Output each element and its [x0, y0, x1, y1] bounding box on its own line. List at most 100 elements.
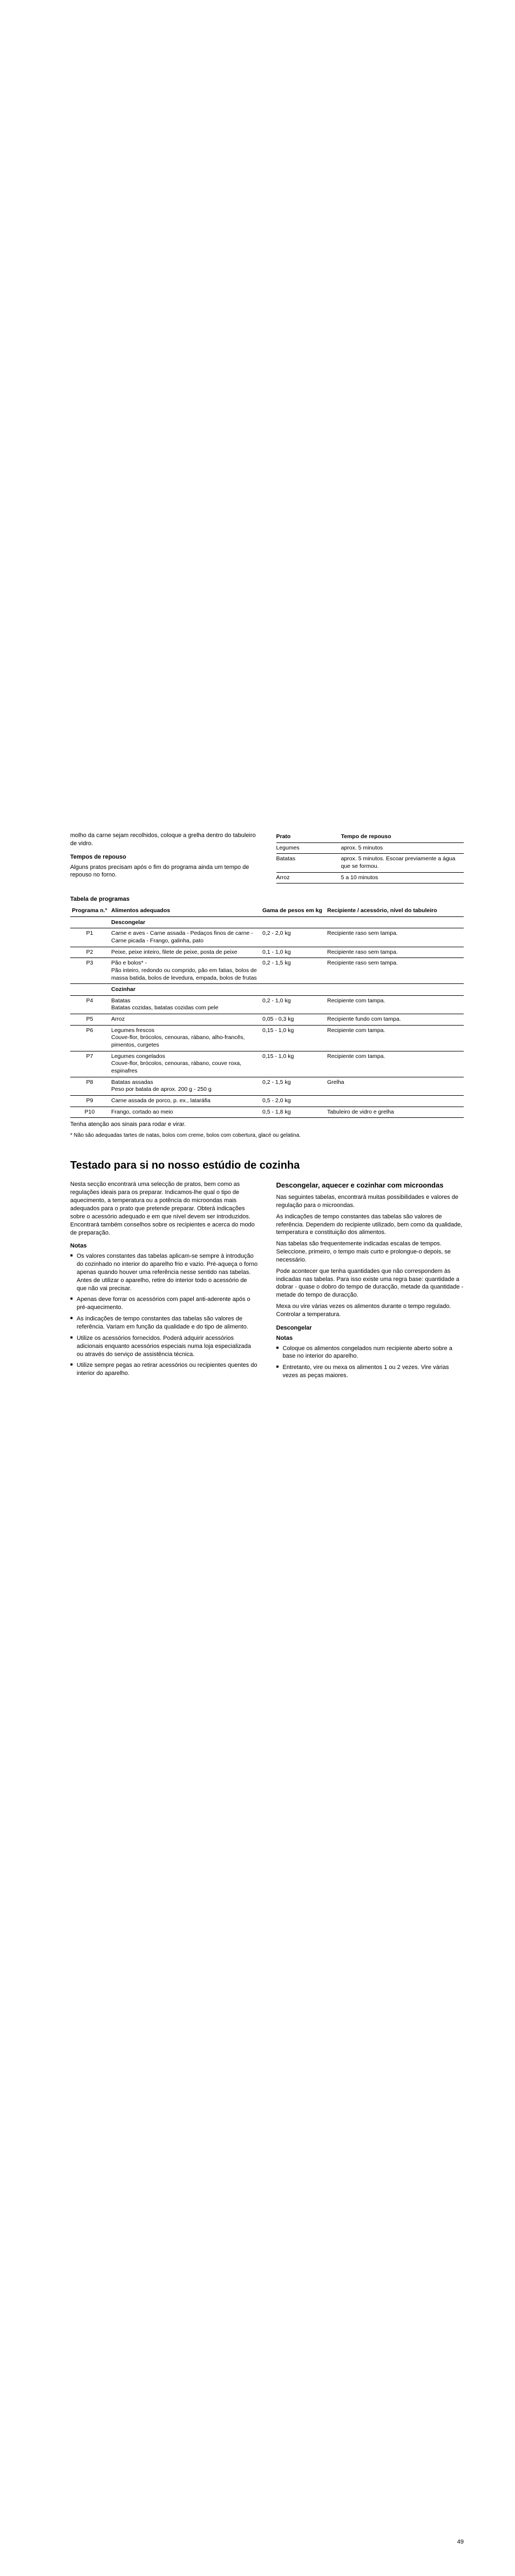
prog-h-weight: Gama de pesos em kg — [262, 906, 327, 916]
prog-h-rec: Recipiente / acessório, nível do tabulei… — [327, 906, 464, 916]
prog-cell: P5 — [70, 1014, 111, 1026]
atencao-text: Tenha atenção aos sinais para rodar e vi… — [70, 1121, 464, 1129]
section-descongelar: Descongelar — [111, 916, 464, 928]
list-item: Entretanto, vire ou mexa os alimentos 1 … — [276, 1364, 464, 1380]
table-row: P10 Frango, cortado ao meio 0,5 - 1,8 kg… — [70, 1107, 464, 1118]
prog-cell: P6 — [70, 1025, 111, 1051]
table-row: P4 Batatas Batatas cozidas, batatas cozi… — [70, 995, 464, 1014]
list-item: As indicações de tempo constantes das ta… — [70, 1315, 258, 1331]
studio-heading: Testado para si no nosso estúdio de cozi… — [70, 1158, 464, 1173]
prog-cell: Carne assada de porco, p. ex., lataráfia — [111, 1095, 262, 1107]
prog-cell: Grelha — [327, 1077, 464, 1095]
descongelar-notas-heading: Notas — [276, 1334, 464, 1343]
prog-cell: Recipiente com tampa. — [327, 995, 464, 1014]
footnote: * Não são adequadas tartes de natas, bol… — [70, 1132, 464, 1139]
rest-cell: Legumes — [276, 842, 341, 854]
tempos-repouso-text: Alguns pratos precisam após o fim do pro… — [70, 864, 258, 880]
prog-cell: Batatas Batatas cozidas, batatas cozidas… — [111, 995, 262, 1014]
rest-table-h1: Prato — [276, 832, 341, 842]
section-row: Descongelar — [70, 916, 464, 928]
prog-h-prog: Programa n.° — [70, 906, 111, 916]
notas-heading: Notas — [70, 1242, 258, 1250]
prog-cell: Tabuleiro de vidro e grelha — [327, 1107, 464, 1118]
prog-cell: P8 — [70, 1077, 111, 1095]
prog-cell: 0,5 - 2,0 kg — [262, 1095, 327, 1107]
lower-right-column: Descongelar, aquecer e cozinhar com micr… — [276, 1181, 464, 1383]
prog-cell: 0,2 - 1,5 kg — [262, 958, 327, 984]
table-header-row: Prato Tempo de repouso — [276, 832, 464, 842]
prog-cell: P9 — [70, 1095, 111, 1107]
rest-cell: Arroz — [276, 872, 341, 884]
table-row: P8 Batatas assadas Peso por batata de ap… — [70, 1077, 464, 1095]
tabela-programas-heading: Tabela de programas — [70, 895, 464, 903]
table-row: Arroz 5 a 10 minutos — [276, 872, 464, 884]
table-row: P2 Peixe, peixe inteiro, filete de peixe… — [70, 947, 464, 958]
descongelar-notas-list: Coloque os alimentos congelados num reci… — [276, 1345, 464, 1380]
descongelar-heading: Descongelar — [276, 1324, 464, 1332]
notas-list: Os valores constantes das tabelas aplica… — [70, 1252, 258, 1378]
lower-columns: Nesta secção encontrará uma selecção de … — [70, 1181, 464, 1383]
prog-cell: Legumes frescos Couve-flor, brócolos, ce… — [111, 1025, 262, 1051]
rest-table-h2: Tempo de repouso — [341, 832, 464, 842]
prog-cell: P3 — [70, 958, 111, 984]
prog-cell: Recipiente raso sem tampa. — [327, 928, 464, 947]
prog-cell — [327, 1095, 464, 1107]
section-row: Cozinhar — [70, 984, 464, 996]
intro-text: molho da carne sejam recolhidos, coloque… — [70, 832, 258, 848]
table-row: P9 Carne assada de porco, p. ex., latará… — [70, 1095, 464, 1107]
prog-cell: Arroz — [111, 1014, 262, 1026]
prog-cell: 0,15 - 1,0 kg — [262, 1025, 327, 1051]
table-row: P7 Legumes congelados Couve-flor, brócol… — [70, 1051, 464, 1077]
prog-cell: Carne e aves - Carne assada - Pedaços fi… — [111, 928, 262, 947]
prog-cell: Recipiente com tampa. — [327, 1051, 464, 1077]
prog-cell: 0,1 - 1,0 kg — [262, 947, 327, 958]
prog-cell: Recipiente raso sem tampa. — [327, 947, 464, 958]
prog-cell: Recipiente raso sem tampa. — [327, 958, 464, 984]
prog-cell: Recipiente com tampa. — [327, 1025, 464, 1051]
prog-cell: Legumes congelados Couve-flor, brócolos,… — [111, 1051, 262, 1077]
table-row: Legumes aprox. 5 minutos — [276, 842, 464, 854]
list-item: Apenas deve forrar os acessórios com pap… — [70, 1296, 258, 1312]
prog-cell: 0,2 - 1,0 kg — [262, 995, 327, 1014]
left-intro: Nesta secção encontrará uma selecção de … — [70, 1181, 258, 1237]
prog-cell: P1 — [70, 928, 111, 947]
right-p4: Pode acontecer que tenha quantidades que… — [276, 1267, 464, 1299]
list-item: Coloque os alimentos congelados num reci… — [276, 1345, 464, 1361]
prog-cell: P10 — [70, 1107, 111, 1118]
prog-cell: Frango, cortado ao meio — [111, 1107, 262, 1118]
upper-columns: molho da carne sejam recolhidos, coloque… — [70, 832, 464, 884]
prog-cell: 0,5 - 1,8 kg — [262, 1107, 327, 1118]
page-number: 49 — [457, 2538, 464, 2546]
prog-cell: Batatas assadas Peso por batata de aprox… — [111, 1077, 262, 1095]
microondas-heading: Descongelar, aquecer e cozinhar com micr… — [276, 1181, 464, 1190]
prog-cell: 0,15 - 1,0 kg — [262, 1051, 327, 1077]
list-item: Utilize os acessórios fornecidos. Poderá… — [70, 1334, 258, 1359]
right-p3: Nas tabelas são frequentemente indicadas… — [276, 1240, 464, 1264]
prog-cell: P4 — [70, 995, 111, 1014]
table-header-row: Programa n.° Alimentos adequados Gama de… — [70, 906, 464, 916]
programs-table: Programa n.° Alimentos adequados Gama de… — [70, 906, 464, 1118]
page: molho da carne sejam recolhidos, coloque… — [0, 0, 515, 2576]
prog-h-food: Alimentos adequados — [111, 906, 262, 916]
prog-cell: 0,2 - 2,0 kg — [262, 928, 327, 947]
table-row: P1 Carne e aves - Carne assada - Pedaços… — [70, 928, 464, 947]
upper-left-column: molho da carne sejam recolhidos, coloque… — [70, 832, 258, 884]
right-p2: As indicações de tempo constantes das ta… — [276, 1213, 464, 1237]
table-row: P5 Arroz 0,05 - 0,3 kg Recipiente fundo … — [70, 1014, 464, 1026]
prog-cell: Peixe, peixe inteiro, filete de peixe, p… — [111, 947, 262, 958]
rest-cell: aprox. 5 minutos — [341, 842, 464, 854]
prog-cell: 0,2 - 1,5 kg — [262, 1077, 327, 1095]
right-p5: Mexa ou vire várias vezes os alimentos d… — [276, 1303, 464, 1319]
rest-table: Prato Tempo de repouso Legumes aprox. 5 … — [276, 832, 464, 884]
rest-cell: 5 a 10 minutos — [341, 872, 464, 884]
rest-cell: aprox. 5 minutos. Escoar previamente a á… — [341, 854, 464, 872]
prog-cell: Pão e bolos* - Pão inteiro, redondo ou c… — [111, 958, 262, 984]
list-item: Utilize sempre pegas ao retirar acessóri… — [70, 1361, 258, 1378]
table-row: Batatas aprox. 5 minutos. Escoar previam… — [276, 854, 464, 872]
section-cozinhar: Cozinhar — [111, 984, 464, 996]
tempos-repouso-heading: Tempos de repouso — [70, 853, 258, 861]
prog-cell: 0,05 - 0,3 kg — [262, 1014, 327, 1026]
list-item: Os valores constantes das tabelas aplica… — [70, 1252, 258, 1292]
prog-cell: Recipiente fundo com tampa. — [327, 1014, 464, 1026]
lower-left-column: Nesta secção encontrará uma selecção de … — [70, 1181, 258, 1383]
